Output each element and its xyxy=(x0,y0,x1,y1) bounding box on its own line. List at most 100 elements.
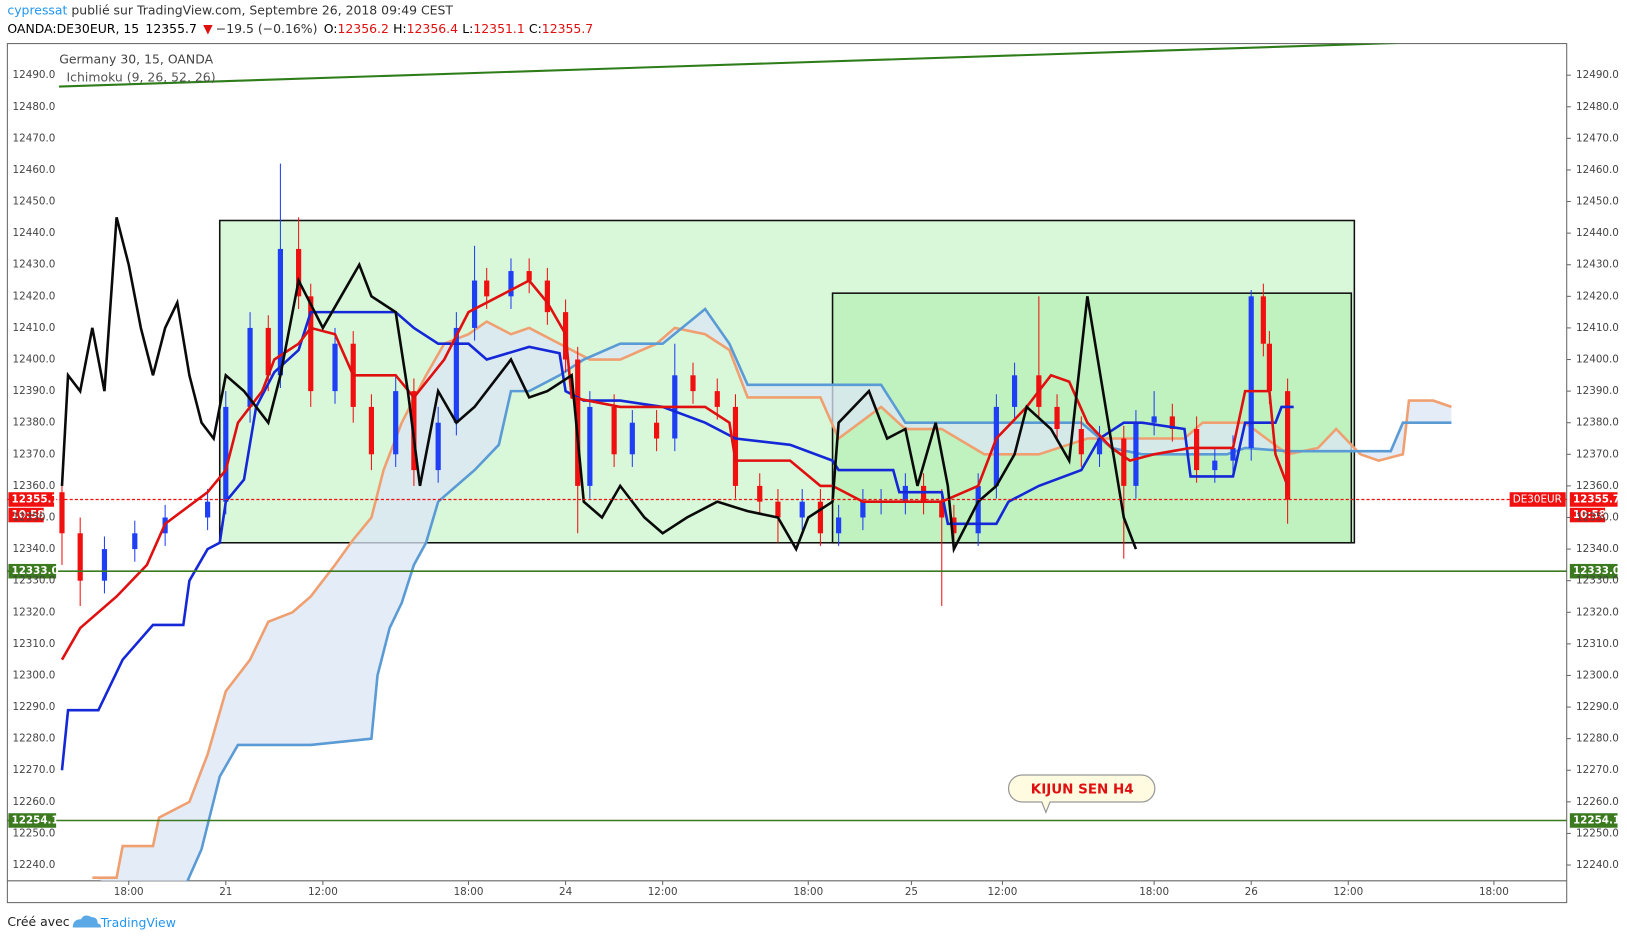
y-tick-label: 12490.0 xyxy=(1576,69,1619,81)
candle-body xyxy=(1260,296,1266,344)
price-label: 12355.7 xyxy=(1573,493,1620,505)
indicator-line xyxy=(60,310,1294,771)
y-tick-label: 12380.0 xyxy=(13,417,56,429)
candle-body xyxy=(975,485,981,534)
candle-body xyxy=(575,359,581,486)
candle-body xyxy=(993,406,999,486)
candle-body xyxy=(508,271,514,297)
y-tick-label: 12480.0 xyxy=(13,101,56,113)
y-tick-label: 12470.0 xyxy=(1576,132,1619,144)
y-tick-label: 12380.0 xyxy=(1576,417,1619,429)
candle-body xyxy=(1133,422,1139,486)
candle-body xyxy=(265,327,271,376)
y-tick-label: 12420.0 xyxy=(1576,290,1619,302)
c-value: 12355.7 xyxy=(542,21,593,36)
y-tick-label: 12300.0 xyxy=(13,669,56,681)
x-tick-label: 12:00 xyxy=(988,886,1018,898)
symbol-label: DE30EUR xyxy=(1513,493,1562,505)
candle-body xyxy=(484,280,490,297)
candle-body xyxy=(526,271,532,281)
level-label: 12333.0 xyxy=(12,565,59,577)
level-badge xyxy=(8,813,57,828)
time-badge xyxy=(1569,507,1606,523)
candle-body xyxy=(902,485,908,502)
candle-body xyxy=(1285,391,1291,500)
y-tick-label: 12240.0 xyxy=(1576,859,1619,871)
countdown: 10:58 xyxy=(1573,509,1606,521)
candle-body xyxy=(836,517,842,534)
candle-body xyxy=(1011,375,1018,407)
plot-area xyxy=(58,43,1452,881)
y-tick-label: 12370.0 xyxy=(13,448,56,460)
y-tick-label: 12290.0 xyxy=(13,701,56,713)
publish-line: cypressat publié sur TradingView.com, Se… xyxy=(7,2,453,17)
candle-body xyxy=(1169,416,1175,430)
y-tick-label: 12340.0 xyxy=(13,543,56,555)
x-tick-label: 18:00 xyxy=(1479,886,1509,898)
candle-body xyxy=(435,422,441,471)
candle-body xyxy=(690,375,696,392)
candle-body xyxy=(1194,429,1200,471)
candle-body xyxy=(132,533,138,550)
x-tick-label: 12:00 xyxy=(648,886,678,898)
price-badge xyxy=(8,492,55,507)
candle-body xyxy=(1096,438,1103,455)
overlay: 12333.0 12333.0 12254.1 12254.1 12355.7 10:58… xyxy=(7,492,1620,828)
candle-body xyxy=(939,501,945,518)
price-badge xyxy=(1569,492,1618,507)
level-badge xyxy=(8,563,57,579)
y-tick-label: 12470.0 xyxy=(13,132,56,144)
candle-body xyxy=(817,501,824,534)
candle-body xyxy=(1121,438,1127,486)
author[interactable]: cypressat xyxy=(7,2,67,17)
candle-body xyxy=(544,280,550,313)
footer-made-with: Créé avec xyxy=(7,914,69,929)
y-tick-label: 12350.0 xyxy=(13,511,56,523)
level-badge xyxy=(1569,563,1618,579)
y-tick-label: 12280.0 xyxy=(13,733,56,745)
y-tick-label: 12320.0 xyxy=(1576,606,1619,618)
x-tick-label: 26 xyxy=(1245,886,1258,898)
candle-body xyxy=(732,406,739,486)
y-tick-label: 12240.0 xyxy=(13,859,56,871)
candle-body xyxy=(1266,343,1273,392)
ichimoku-cloud xyxy=(92,308,1452,881)
l-label: L: xyxy=(462,21,473,36)
candle-body xyxy=(277,248,284,376)
countdown: 10:58 xyxy=(12,509,45,521)
y-tick-label: 12460.0 xyxy=(1576,164,1619,176)
y-tick-label: 12270.0 xyxy=(13,764,56,776)
y-tick-label: 12420.0 xyxy=(13,290,56,302)
y-tick-label: 12490.0 xyxy=(13,69,56,81)
y-tick-label: 12390.0 xyxy=(1576,385,1619,397)
x-tick-label: 18:00 xyxy=(114,886,144,898)
candle-body xyxy=(393,391,399,455)
y-tick-label: 12310.0 xyxy=(1576,638,1619,650)
legend-symbol: Germany 30, 15, OANDA xyxy=(59,52,213,67)
candle-body xyxy=(453,327,459,423)
y-tick-label: 12430.0 xyxy=(1576,259,1619,271)
y-tick-label: 12350.0 xyxy=(1576,511,1619,523)
candle-body xyxy=(1212,460,1218,471)
footer-brand[interactable]: TradingView xyxy=(100,915,176,930)
x-tick-label: 25 xyxy=(905,886,918,898)
y-tick-label: 12250.0 xyxy=(13,827,56,839)
y-tick-label: 12390.0 xyxy=(13,385,56,397)
h-label: H: xyxy=(393,21,407,36)
l-value: 12351.1 xyxy=(473,21,524,36)
y-tick-label: 12250.0 xyxy=(1576,827,1619,839)
y-tick-label: 12460.0 xyxy=(13,164,56,176)
y-tick-label: 12310.0 xyxy=(13,638,56,650)
candle-body xyxy=(101,549,108,581)
ohlc-line: OANDA:DE30EUR, 15 12355.7 ▼ −19.5 (−0.16%) O… xyxy=(7,21,593,36)
candle-body xyxy=(714,391,720,407)
candle-body xyxy=(77,533,83,581)
candle-body xyxy=(799,501,805,518)
candle-body xyxy=(205,501,211,518)
candle-body xyxy=(1078,429,1084,455)
candle-body xyxy=(860,501,866,518)
y-tick-label: 12370.0 xyxy=(1576,448,1619,460)
x-tick-label: 12:00 xyxy=(1333,886,1363,898)
